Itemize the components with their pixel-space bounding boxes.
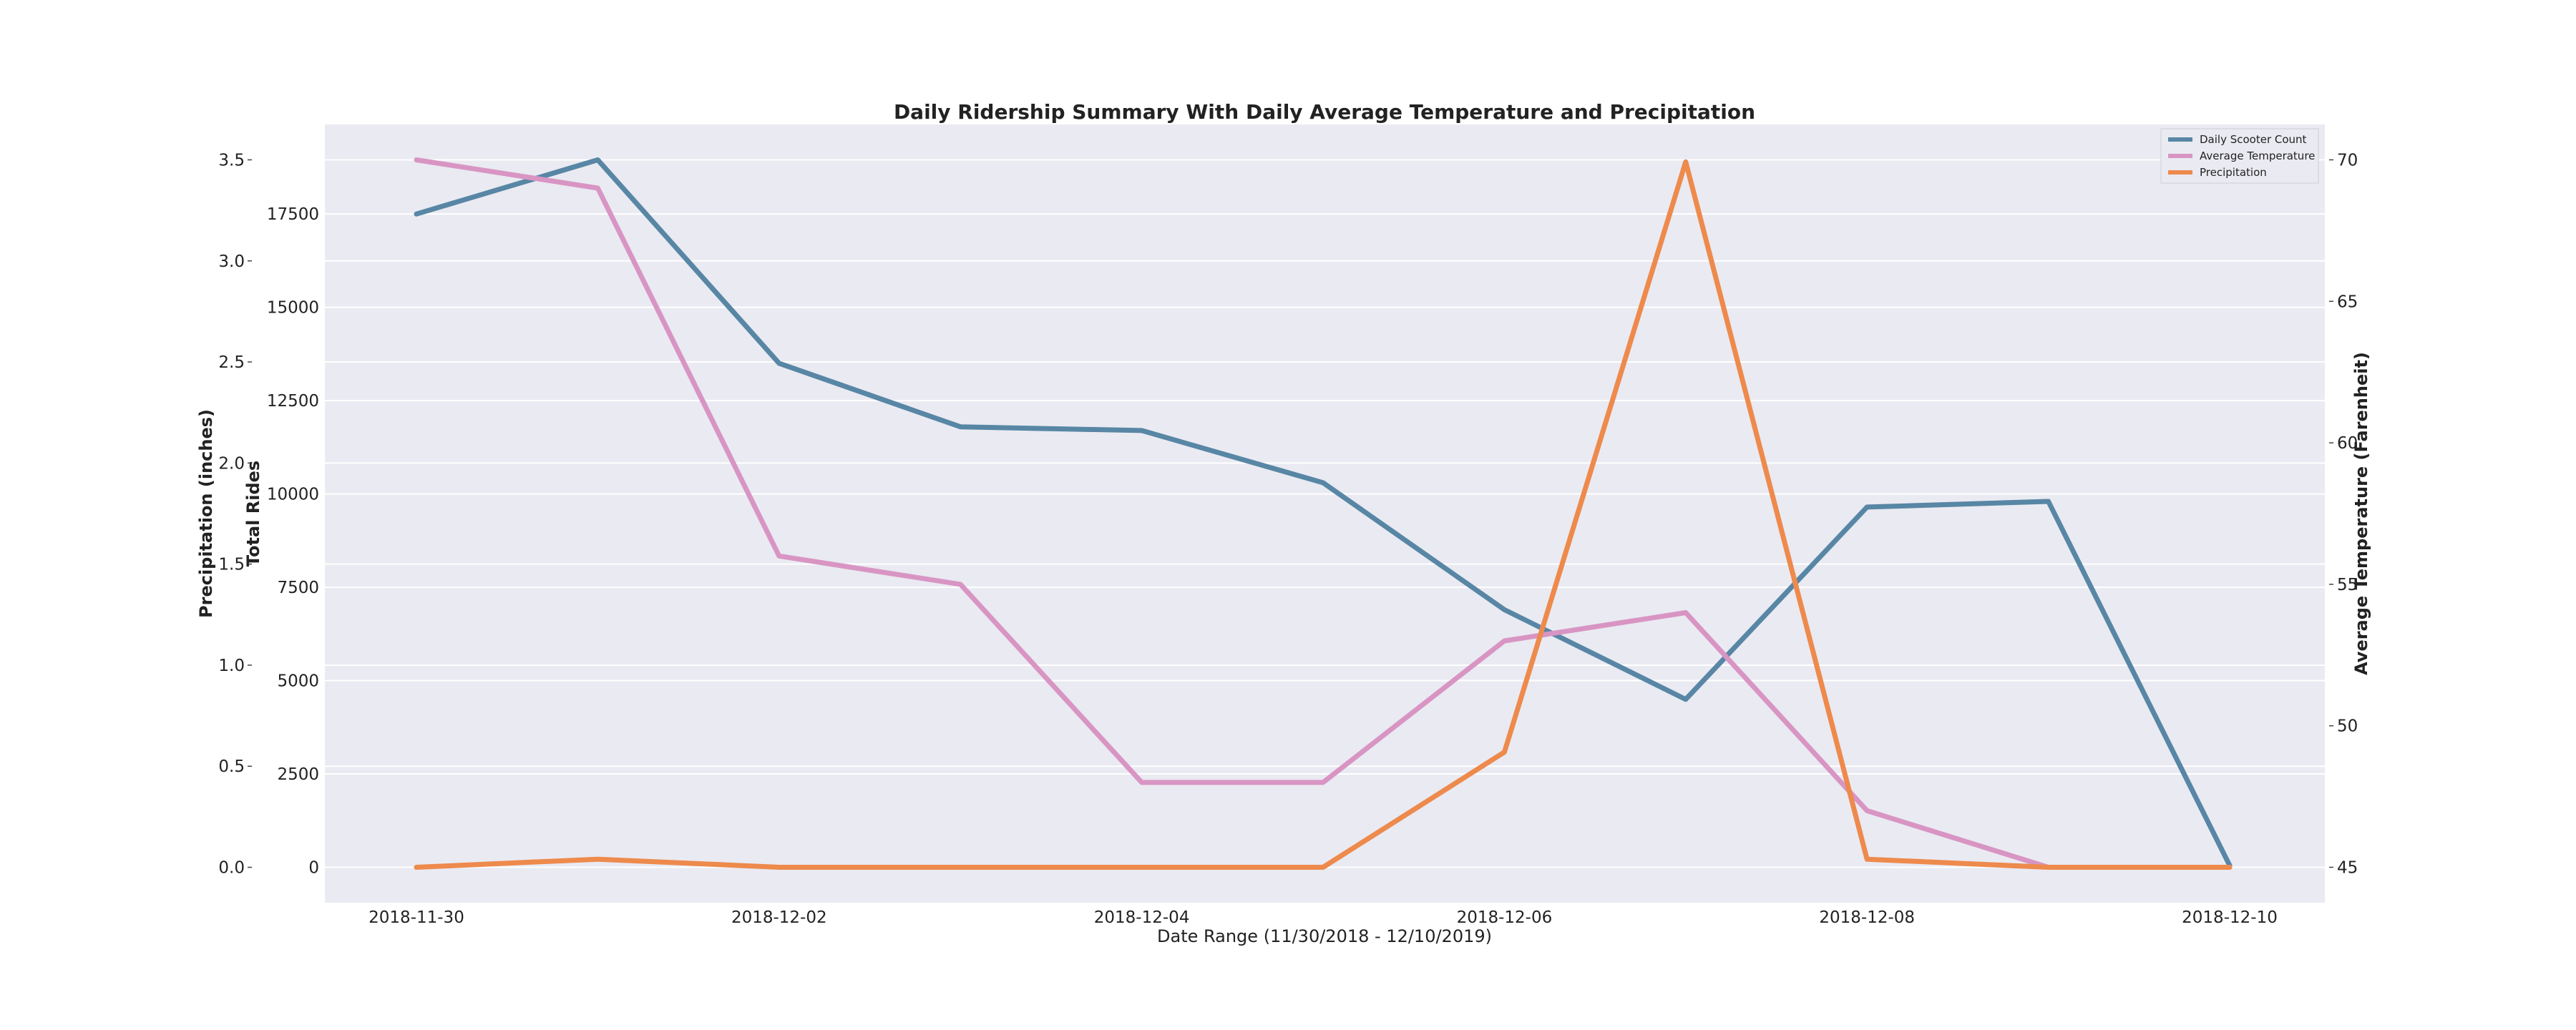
x-tick-label: 2018-12-08	[1819, 908, 1915, 927]
y-axis-label-total-rides: Total Rides	[243, 461, 263, 566]
legend-label-precipitation: Precipitation	[2200, 166, 2267, 179]
y-tick-label-total-rides: 2500	[277, 765, 319, 784]
x-tick-label: 2018-12-10	[2182, 908, 2278, 927]
legend: Daily Scooter Count Average Temperature …	[2160, 128, 2319, 184]
y-tick-label-total-rides: 10000	[267, 486, 319, 504]
y-tick-label-total-rides: 15000	[267, 299, 319, 318]
y-tick-label-temperature: 70	[2337, 151, 2358, 170]
legend-label-temperature: Average Temperature	[2200, 149, 2315, 162]
y-axis-label-precipitation: Precipitation (inches)	[196, 409, 216, 618]
y-tick-label-total-rides: 7500	[277, 579, 319, 597]
series-line-daily-scooter-count	[414, 157, 2233, 868]
y-tick-label-precipitation: 0.0	[218, 859, 245, 878]
y-tick-label-temperature: 55	[2337, 576, 2358, 594]
x-axis-label: Date Range (11/30/2018 - 12/10/2019)	[1157, 926, 1492, 946]
y-tick-label-temperature: 65	[2337, 293, 2358, 311]
y-tick-label-total-rides: 0	[308, 859, 319, 878]
y-tick-label-precipitation: 1.5	[218, 556, 245, 574]
y-tick-label-precipitation: 0.5	[218, 757, 245, 776]
series-line-precipitation	[414, 159, 2233, 870]
plot-background	[325, 124, 2325, 903]
x-tick-label: 2018-12-06	[1457, 908, 1553, 927]
y-tick-label-temperature: 45	[2337, 859, 2358, 878]
chart-title: Daily Ridership Summary With Daily Avera…	[894, 100, 1755, 124]
tick-labels: 2018-11-30 2018-12-02 2018-12-04 2018-12-06…	[218, 151, 2358, 927]
y-tick-label-temperature: 50	[2337, 717, 2358, 736]
y-tick-label-precipitation: 2.5	[218, 353, 245, 372]
x-tick-label: 2018-12-02	[731, 908, 827, 927]
y-tick-label-precipitation: 3.0	[218, 252, 245, 271]
y-tick-label-total-rides: 12500	[267, 392, 319, 411]
y-axis-label-temperature: Average Temperature (Farenheit)	[2351, 352, 2371, 675]
series-line-average-temperature	[414, 157, 2233, 870]
y-tick-label-precipitation: 3.5	[218, 151, 245, 170]
y-tick-label-precipitation: 2.0	[218, 454, 245, 473]
x-tick-label: 2018-12-04	[1094, 908, 1190, 927]
x-tick-label: 2018-11-30	[369, 908, 464, 927]
series-lines	[414, 157, 2233, 870]
y-tick-label-total-rides: 17500	[267, 205, 319, 224]
y-tick-label-temperature: 60	[2337, 434, 2358, 453]
y-tick-label-total-rides: 5000	[277, 672, 319, 691]
y-tick-label-precipitation: 1.0	[218, 657, 245, 675]
grid	[325, 159, 2325, 868]
legend-label-scooter: Daily Scooter Count	[2200, 133, 2307, 146]
